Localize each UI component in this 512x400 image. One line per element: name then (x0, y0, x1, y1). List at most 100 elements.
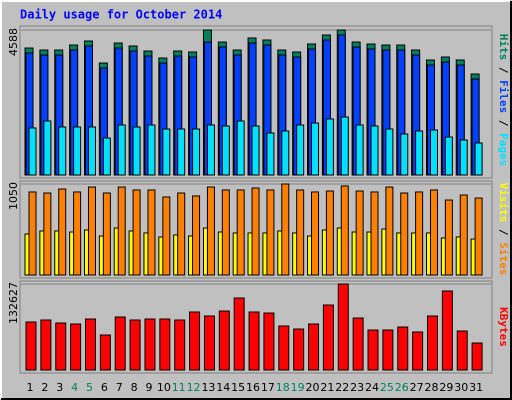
bar (221, 125, 230, 176)
y-tick-label: 132627 (7, 282, 20, 324)
bar (102, 137, 111, 176)
x-tick-label: 22 (335, 381, 349, 394)
bar (147, 124, 156, 176)
bar (385, 186, 394, 276)
bar (474, 142, 483, 176)
bar (444, 136, 453, 176)
bar (43, 120, 52, 176)
bar (415, 130, 424, 176)
legend-entry: Visits (497, 183, 510, 223)
x-tick-label: 15 (231, 381, 245, 394)
x-tick-label: 17 (261, 381, 275, 394)
bar (206, 186, 215, 276)
bar (192, 195, 201, 276)
bar (367, 329, 379, 371)
bar (73, 191, 82, 276)
bar (251, 125, 260, 176)
bar (308, 323, 320, 371)
bar (177, 128, 186, 176)
bar (117, 186, 126, 276)
bar (325, 118, 334, 176)
bar (28, 127, 37, 176)
x-tick-label: 12 (187, 381, 201, 394)
x-tick-label: 13 (201, 381, 215, 394)
bar (281, 183, 290, 276)
bar (400, 133, 409, 176)
bar (459, 139, 468, 176)
bar (263, 312, 275, 371)
x-tick-label: 5 (86, 381, 93, 394)
x-tick-label: 7 (116, 381, 123, 394)
bar (132, 126, 141, 176)
bar (471, 342, 483, 371)
chart-title: Daily usage for October 2014 (20, 8, 222, 22)
x-tick-label: 29 (439, 381, 453, 394)
legend-entry: KBytes (497, 307, 510, 347)
bar (415, 191, 424, 276)
x-tick-label: 1 (27, 381, 34, 394)
bar (73, 126, 82, 176)
bar (218, 310, 230, 371)
bar (43, 192, 52, 276)
bar (296, 124, 305, 176)
bar (370, 191, 379, 276)
legend-entry: Sites (497, 242, 510, 275)
bar (355, 190, 364, 276)
bar (456, 330, 468, 371)
bar (281, 130, 290, 176)
legend: KBytes (497, 307, 510, 347)
legend: Visits / Sites (497, 183, 510, 276)
x-tick-label: 24 (365, 381, 379, 394)
bar (58, 126, 67, 176)
x-tick-label: 28 (424, 381, 438, 394)
y-tick-label: 1050 (7, 182, 20, 210)
x-tick-label: 9 (145, 381, 152, 394)
x-tick-label: 26 (395, 381, 409, 394)
x-tick-label: 27 (410, 381, 424, 394)
bar (266, 189, 275, 276)
bar (251, 187, 260, 276)
bar (114, 316, 126, 371)
bar (206, 124, 215, 176)
bar (99, 334, 111, 371)
bar (87, 186, 96, 276)
bar (132, 189, 141, 276)
bar (266, 132, 275, 176)
bar (474, 197, 483, 276)
bar (117, 124, 126, 176)
bar (102, 192, 111, 276)
x-tick-label: 30 (454, 381, 468, 394)
bar (162, 196, 171, 276)
x-tick-label: 10 (157, 381, 171, 394)
bar (40, 319, 52, 371)
bar (159, 318, 171, 371)
x-tick-label: 3 (56, 381, 63, 394)
bar (352, 317, 364, 371)
x-tick-label: 19 (291, 381, 305, 394)
x-tick-label: 21 (320, 381, 334, 394)
bar (429, 189, 438, 276)
x-tick-label: 14 (216, 381, 230, 394)
bar (459, 194, 468, 276)
bar (87, 126, 96, 176)
bar (129, 319, 141, 371)
bar (162, 128, 171, 176)
bar (311, 122, 320, 176)
bar (58, 188, 67, 276)
y-tick-label: 4588 (7, 28, 20, 56)
x-tick-label: 2 (41, 381, 48, 394)
bar (84, 318, 96, 371)
bar (55, 322, 67, 371)
bar (233, 297, 245, 371)
x-tick-label: 20 (306, 381, 320, 394)
x-tick-label: 18 (276, 381, 290, 394)
bar (429, 129, 438, 176)
bar (397, 326, 409, 371)
x-tick-label: 11 (172, 381, 186, 394)
bar (248, 311, 260, 371)
bar (400, 192, 409, 276)
bar (236, 120, 245, 176)
